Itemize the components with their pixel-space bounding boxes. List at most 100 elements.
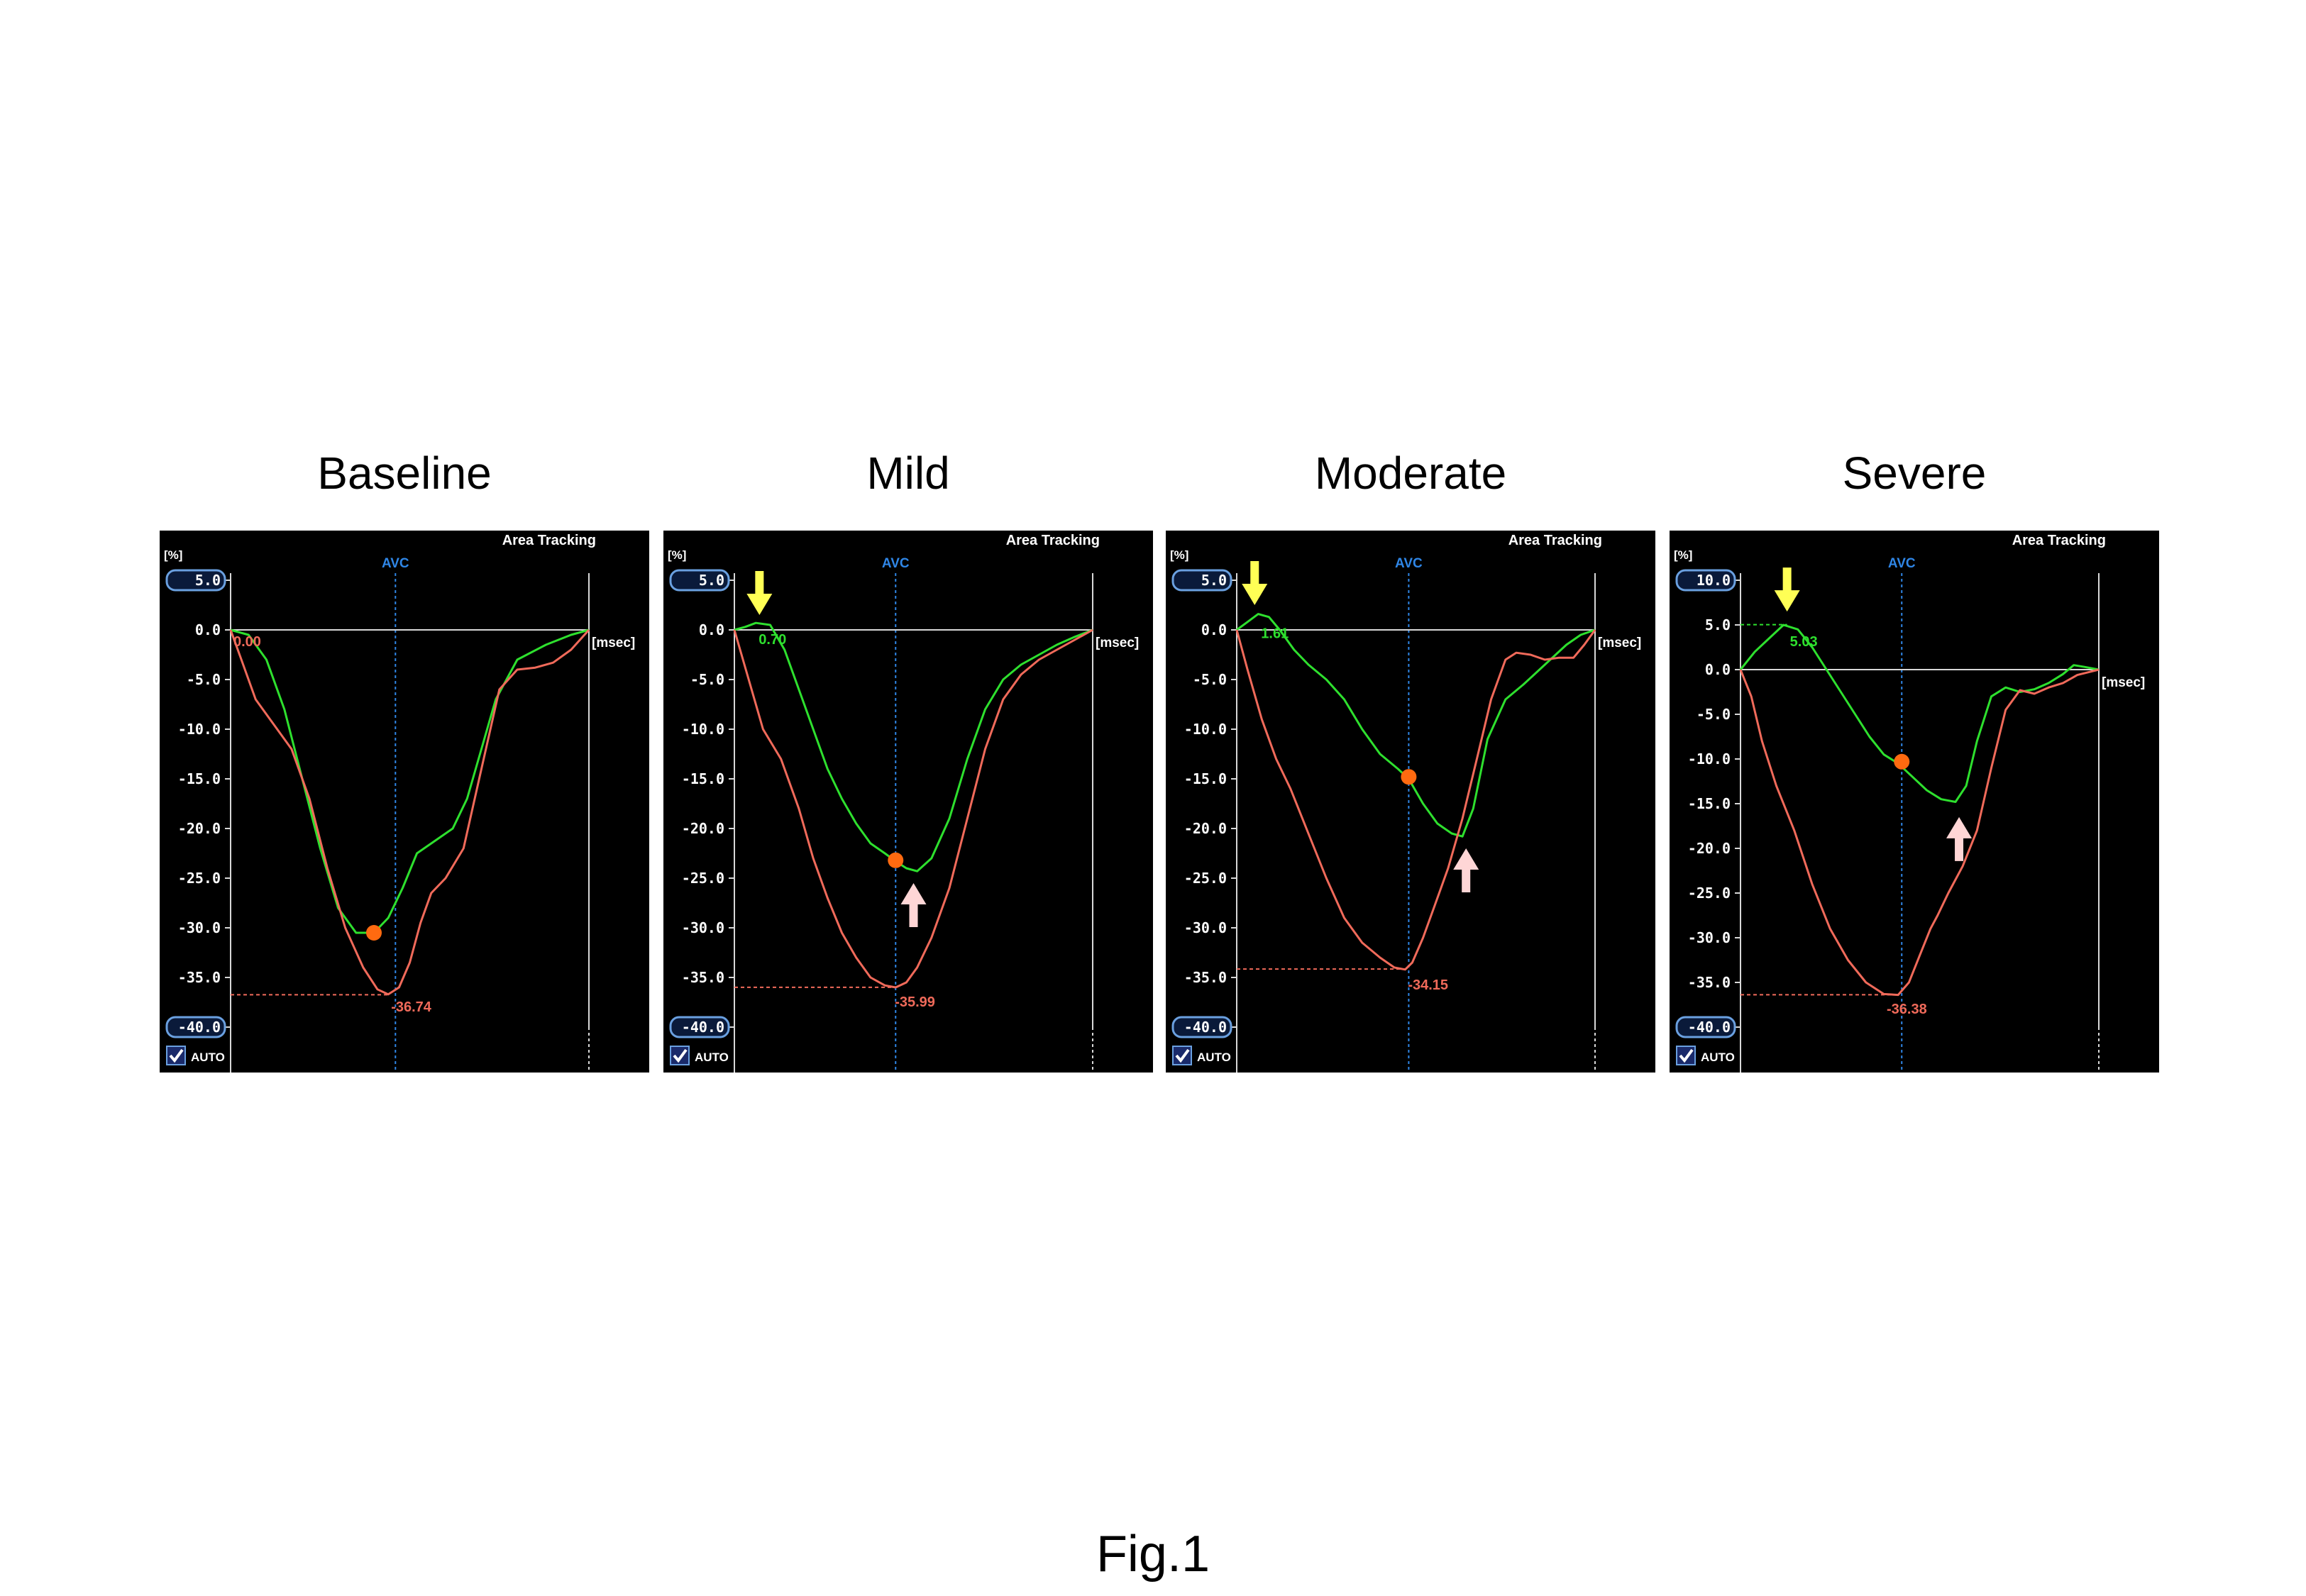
y-tick-box xyxy=(165,1016,226,1038)
pink-up-arrow-icon xyxy=(1453,848,1479,892)
value-annotation: 1.61 xyxy=(1261,626,1289,642)
y-tick-label: 0.0 xyxy=(699,621,724,638)
avc-label: AVC xyxy=(1888,556,1916,571)
auto-label: AUTO xyxy=(191,1051,225,1064)
chart-panel-moderate: Area Tracking [%] AVC [msec] 5.0 0.0 -5.0 -10.0… xyxy=(1166,531,1655,1073)
red-strain-curve xyxy=(229,628,590,996)
y-tick-box xyxy=(1675,569,1736,592)
y-tick-label: -20.0 xyxy=(1184,820,1227,837)
chart-svg-mild: Area Tracking [%] AVC [msec] 5.0 0.0 -5.0 -10.0… xyxy=(668,533,1139,1073)
yellow-down-arrow-icon xyxy=(1242,561,1268,605)
auto-checkbox xyxy=(1676,1046,1696,1065)
y-tick-label: 5.0 xyxy=(1201,572,1227,589)
avc-marker-dot xyxy=(1894,753,1910,770)
value-annotation: -36.74 xyxy=(391,999,432,1015)
yellow-down-arrow-icon xyxy=(746,571,773,615)
mode-label: Area Tracking xyxy=(502,533,596,548)
y-unit-label: [%] xyxy=(668,548,686,562)
y-tick-label: -30.0 xyxy=(682,919,724,936)
chart-svg-severe: Area Tracking [%] AVC [msec] 10.0 5.0 0.0 -5.0 -… xyxy=(1674,533,2145,1073)
y-tick-label: 5.0 xyxy=(195,572,221,589)
x-unit-label: [msec] xyxy=(1598,636,1641,650)
pink-up-arrow-icon xyxy=(900,883,927,927)
y-tick-label: -15.0 xyxy=(1688,795,1731,812)
red-strain-curve xyxy=(1235,629,1596,971)
chart-panel-baseline: Area Tracking [%] AVC [msec] 5.0 0.0 -5.0 -10.0… xyxy=(160,531,649,1073)
y-tick-label: -35.0 xyxy=(1184,969,1227,986)
y-tick-label: -40.0 xyxy=(1184,1019,1227,1036)
y-tick-label: -25.0 xyxy=(1688,885,1731,902)
auto-label: AUTO xyxy=(1197,1051,1231,1064)
chart-panel-mild: Area Tracking [%] AVC [msec] 5.0 0.0 -5.0 -10.0… xyxy=(663,531,1153,1073)
y-tick-box xyxy=(669,569,730,592)
check-icon xyxy=(1679,1048,1694,1063)
y-tick-label: -40.0 xyxy=(1688,1019,1731,1036)
y-tick-label: -35.0 xyxy=(682,969,724,986)
mode-label: Area Tracking xyxy=(1508,533,1602,548)
y-tick-label: -25.0 xyxy=(178,870,221,887)
auto-label: AUTO xyxy=(695,1051,729,1064)
panel-title-moderate: Moderate xyxy=(1314,448,1507,499)
y-tick-box xyxy=(165,569,226,592)
check-icon xyxy=(673,1048,688,1063)
x-unit-label: [msec] xyxy=(592,636,635,650)
y-tick-label: -30.0 xyxy=(1184,919,1227,936)
value-annotation: 0.70 xyxy=(758,632,786,648)
y-tick-label: -10.0 xyxy=(1688,750,1731,767)
y-tick-label: -30.0 xyxy=(178,919,221,936)
y-tick-box xyxy=(669,1016,730,1038)
pink-up-arrow-icon xyxy=(1946,816,1973,861)
x-unit-label: [msec] xyxy=(1096,636,1139,650)
auto-checkbox xyxy=(670,1046,690,1065)
y-tick-label: -10.0 xyxy=(178,721,221,738)
y-tick-label: 5.0 xyxy=(699,572,724,589)
figure-caption: Fig.1 xyxy=(1096,1526,1210,1583)
value-annotation: 5.03 xyxy=(1790,634,1818,650)
y-tick-label: -10.0 xyxy=(1184,721,1227,738)
red-strain-curve xyxy=(1739,668,2100,997)
avc-marker-dot xyxy=(1401,769,1417,785)
auto-checkbox xyxy=(1172,1046,1192,1065)
y-tick-label: -40.0 xyxy=(178,1019,221,1036)
green-strain-curve xyxy=(230,628,590,934)
y-tick-label: -20.0 xyxy=(682,820,724,837)
avc-marker-dot xyxy=(366,925,382,941)
mode-label: Area Tracking xyxy=(1006,533,1100,548)
avc-label: AVC xyxy=(382,556,409,571)
green-strain-curve xyxy=(1236,613,1596,838)
y-tick-label: -5.0 xyxy=(1193,671,1227,688)
y-unit-label: [%] xyxy=(1674,548,1692,562)
chart-svg-baseline: Area Tracking [%] AVC [msec] 5.0 0.0 -5.0 -10.0… xyxy=(164,533,635,1073)
panel-title-mild: Mild xyxy=(866,448,950,499)
auto-checkbox xyxy=(166,1046,186,1065)
y-tick-label: -30.0 xyxy=(1688,929,1731,946)
mode-label: Area Tracking xyxy=(2012,533,2106,548)
yellow-down-arrow-icon xyxy=(1774,567,1800,612)
y-tick-label: -5.0 xyxy=(187,671,221,688)
y-tick-label: -25.0 xyxy=(682,870,724,887)
value-annotation: -34.15 xyxy=(1408,977,1448,993)
y-tick-label: 0.0 xyxy=(1705,661,1731,678)
y-tick-label: -15.0 xyxy=(178,770,221,787)
chart-panel-severe: Area Tracking [%] AVC [msec] 10.0 5.0 0.0 -5.0 -… xyxy=(1670,531,2159,1073)
y-tick-label: -5.0 xyxy=(1697,706,1731,723)
y-tick-label: -25.0 xyxy=(1184,870,1227,887)
y-tick-label: 5.0 xyxy=(1705,616,1731,633)
chart-svg-moderate: Area Tracking [%] AVC [msec] 5.0 0.0 -5.0 -10.0… xyxy=(1170,533,1641,1073)
avc-marker-dot xyxy=(888,852,904,868)
check-icon xyxy=(169,1048,184,1063)
red-strain-curve xyxy=(733,628,1093,989)
y-tick-label: -20.0 xyxy=(178,820,221,837)
y-unit-label: [%] xyxy=(164,548,182,562)
y-tick-box xyxy=(1171,569,1232,592)
x-unit-label: [msec] xyxy=(2102,675,2145,690)
value-annotation: -36.38 xyxy=(1887,1002,1927,1017)
value-annotation: 0.00 xyxy=(233,634,261,650)
y-tick-label: -15.0 xyxy=(682,770,724,787)
auto-label: AUTO xyxy=(1701,1051,1735,1064)
value-annotation: -35.99 xyxy=(895,994,935,1010)
panel-title-baseline: Baseline xyxy=(317,448,492,499)
y-tick-box xyxy=(1675,1016,1736,1038)
y-tick-label: -20.0 xyxy=(1688,840,1731,857)
y-tick-label: -40.0 xyxy=(682,1019,724,1036)
